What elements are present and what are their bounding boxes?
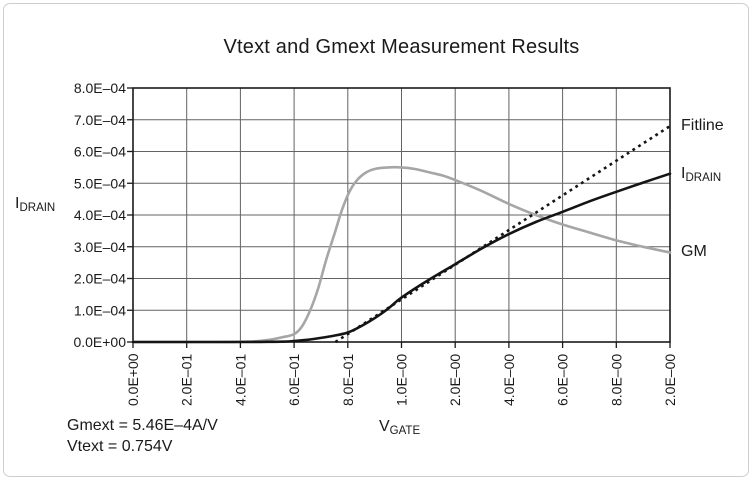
y-tick-label: 5.0E–04 [74, 175, 126, 191]
x-tick-label: 2.0E–00 [447, 354, 463, 406]
legend-label-main: Fitline [681, 117, 724, 135]
y-tick-label: 8.0E–04 [74, 80, 126, 96]
y-tick-label: 7.0E–04 [74, 112, 126, 128]
y-tick-label: 2.0E–04 [74, 271, 126, 287]
annotation-vtext: Vtext = 0.754V [67, 438, 173, 455]
x-tick-label: 2.0E–01 [179, 354, 195, 406]
annotation-gmext: Gmext = 5.46E–4A/V [67, 417, 218, 434]
x-tick-label: 8.0E–01 [340, 354, 356, 406]
x-tick-label: 2.0E–00 [662, 354, 678, 406]
y-axis-label: IDRAIN [15, 195, 55, 214]
x-tick-label: 6.0E–01 [286, 354, 302, 406]
y-tick-label: 1.0E–04 [74, 302, 126, 318]
y-axis-label-sub: DRAIN [19, 202, 56, 214]
legend-label-sub: DRAIN [685, 171, 722, 184]
y-tick-label: 4.0E–04 [74, 207, 126, 223]
x-tick-label: 8.0E–00 [608, 354, 624, 406]
x-axis-label-main: V [379, 418, 390, 435]
x-tick-label: 4.0E–00 [501, 354, 517, 406]
legend-label-idrain: IDRAIN [681, 164, 721, 188]
legend-label-fitline: Fitline [681, 116, 724, 136]
series-fitline-curve [334, 125, 671, 344]
x-axis-label-sub: GATE [389, 425, 421, 437]
legend-label-main: I [681, 164, 686, 182]
y-tick-label: 0.0E+00 [73, 334, 126, 350]
x-axis-label: VGATE [379, 418, 420, 437]
x-tick-label: 6.0E–00 [555, 354, 571, 406]
y-axis-label-main: I [15, 195, 20, 212]
y-tick-label: 3.0E–04 [74, 239, 126, 255]
series-idrain-curve [131, 172, 672, 344]
legend-label-gm: GM [681, 242, 707, 262]
x-tick-label: 1.0E–00 [394, 354, 410, 406]
y-tick-label: 6.0E–04 [74, 144, 126, 160]
x-tick-label: 0.0E+00 [125, 353, 141, 406]
fit-annotations: Gmext = 5.46E–4A/V Vtext = 0.754V [67, 415, 218, 457]
chart-title: Vtext and Gmext Measurement Results [223, 36, 580, 58]
x-tick-label: 4.0E–01 [232, 354, 248, 406]
series-gm-curve [131, 165, 672, 344]
legend-label-main: GM [681, 243, 707, 261]
